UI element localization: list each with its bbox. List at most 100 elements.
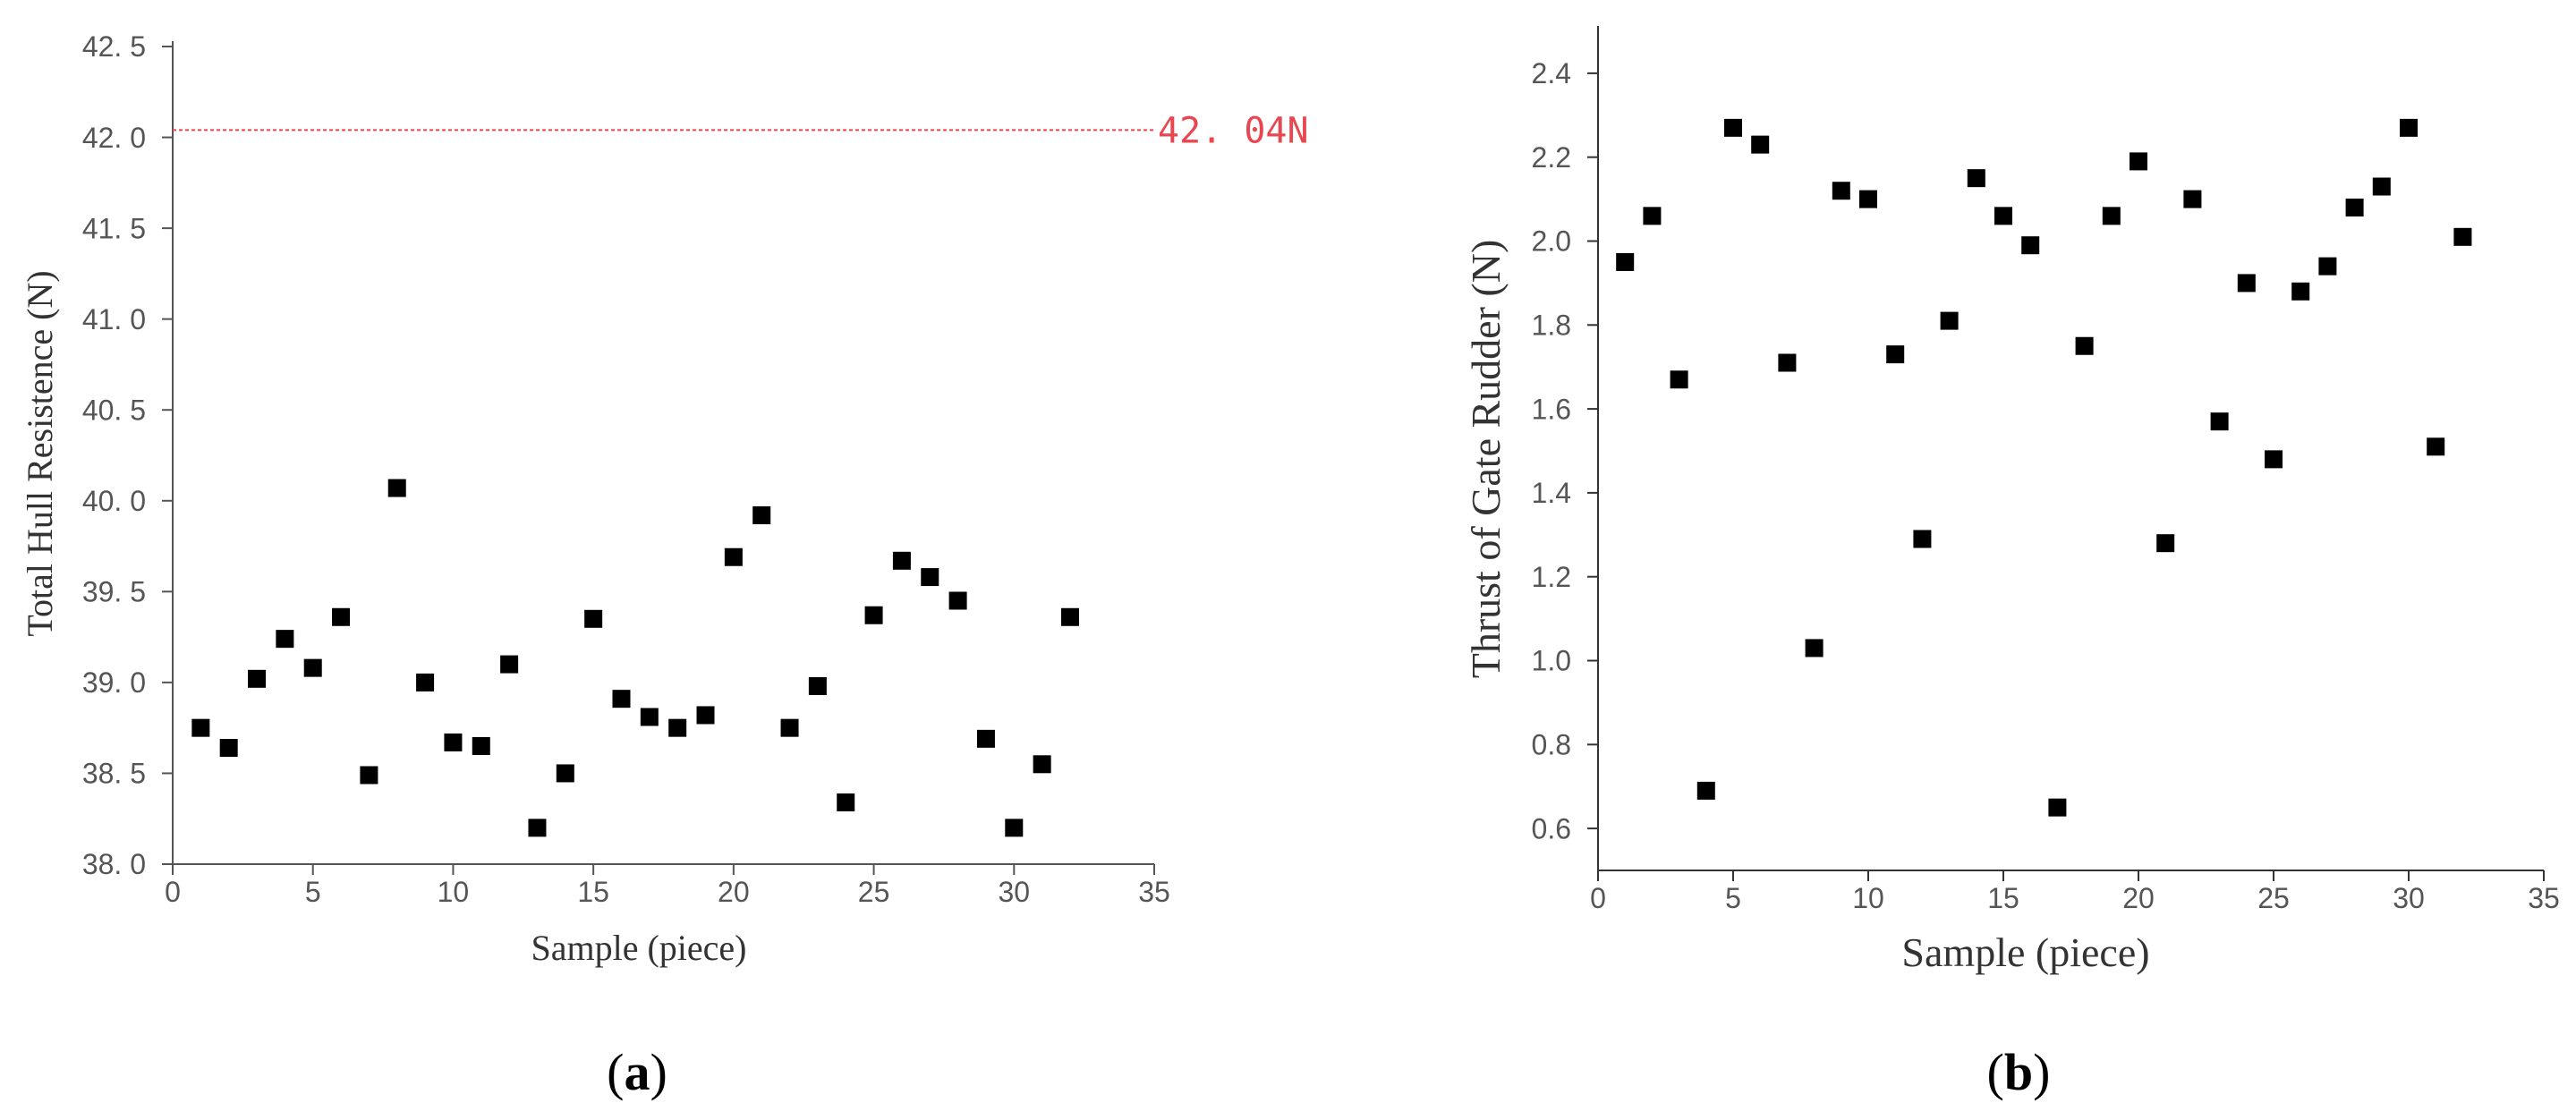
panel-b-y-axis-label: Thrust of Gate Rudder (N): [1463, 240, 1509, 679]
panel-b-x-axis-label: Sample (piece): [1901, 929, 2149, 975]
data-point: [219, 739, 238, 758]
x-tick-label: 0: [1590, 882, 1606, 914]
y-tick-label: 42. 5: [82, 30, 146, 63]
data-point: [556, 764, 574, 783]
data-point: [837, 793, 855, 811]
data-point: [752, 506, 771, 525]
data-point: [584, 609, 603, 628]
data-point: [948, 591, 967, 610]
data-point: [303, 658, 322, 677]
panel-a-ticks: 0 5 10 15 20 25 30 35 38. 0 38. 5 39. 0 39. 5 40. 0 4…: [82, 30, 1170, 908]
data-point: [2102, 207, 2121, 225]
panel-b-points: [1616, 118, 2472, 817]
data-point: [1724, 118, 1742, 137]
data-point: [2265, 450, 2283, 469]
chart-panel-b: 0 5 10 15 20 25 30 35 0.6 0.8 1.0 1.2 1.4 1.6 1.8 2.0 2.…: [1463, 26, 2560, 1101]
data-point: [500, 655, 519, 674]
y-tick-label: 1.6: [1532, 393, 1571, 425]
data-point: [528, 819, 547, 837]
x-tick-label: 20: [2122, 882, 2155, 914]
chart-panel-a: 0 5 10 15 20 25 30 35 38. 0 38. 5 39. 0 39. 5 40. 0 4…: [20, 30, 1309, 1101]
data-point: [1940, 311, 1959, 330]
y-tick-label: 39. 5: [82, 576, 146, 608]
data-point: [1967, 169, 1985, 188]
x-tick-label: 35: [1138, 876, 1170, 908]
y-tick-label: 1.2: [1532, 561, 1571, 593]
panel-b-caption-letter: b: [2004, 1043, 2033, 1101]
data-point: [640, 708, 659, 726]
x-tick-label: 25: [858, 876, 890, 908]
x-tick-label: 10: [1852, 882, 1884, 914]
data-point: [1616, 252, 1635, 271]
x-tick-label: 15: [577, 876, 609, 908]
data-point: [696, 706, 715, 725]
data-point: [921, 568, 939, 587]
data-point: [1751, 135, 1770, 154]
panel-a-caption-letter: a: [625, 1043, 650, 1101]
y-tick-label: 41. 5: [82, 212, 146, 244]
data-point: [780, 718, 799, 737]
data-point: [724, 547, 743, 566]
x-tick-label: 5: [305, 876, 321, 908]
x-tick-label: 20: [718, 876, 750, 908]
data-point: [2453, 227, 2472, 246]
panel-a-caption: (a): [607, 1043, 667, 1101]
data-point: [191, 718, 210, 737]
data-point: [1832, 182, 1850, 200]
data-point: [1670, 370, 1688, 389]
data-point: [1913, 530, 1932, 548]
y-tick-label: 38. 0: [82, 848, 146, 880]
data-point: [1859, 190, 1877, 208]
x-tick-label: 10: [438, 876, 470, 908]
panel-b-axes: [1597, 26, 2544, 871]
panel-a-y-axis-label: Total Hull Resistence (N): [20, 270, 60, 636]
panel-b-ticks: 0 5 10 15 20 25 30 35 0.6 0.8 1.0 1.2 1.4 1.6 1.8 2.0 2.…: [1532, 57, 2560, 914]
x-tick-label: 25: [2257, 882, 2290, 914]
y-tick-label: 1.8: [1532, 310, 1571, 342]
data-point: [2130, 152, 2147, 171]
data-point: [808, 676, 827, 695]
x-tick-label: 15: [1987, 882, 2019, 914]
data-point: [2400, 118, 2418, 137]
reference-line-label: 42. 04N: [1158, 110, 1309, 151]
data-point: [1994, 207, 2012, 225]
y-tick-label: 40. 5: [82, 394, 146, 426]
data-point: [387, 479, 406, 497]
data-point: [976, 729, 995, 748]
data-point: [2048, 798, 2067, 817]
panel-a-points: [191, 479, 1079, 837]
y-tick-label: 1.0: [1532, 645, 1571, 677]
data-point: [864, 606, 883, 624]
panel-b-caption: (b): [1987, 1043, 2051, 1101]
data-point: [1805, 639, 1824, 658]
data-point: [2156, 534, 2175, 553]
y-tick-label: 2.2: [1532, 141, 1571, 174]
data-point: [248, 669, 267, 688]
data-point: [2021, 236, 2040, 255]
data-point: [2237, 274, 2256, 293]
data-point: [612, 690, 631, 708]
y-tick-label: 1.4: [1532, 477, 1571, 509]
data-point: [2183, 190, 2202, 208]
data-point: [2372, 177, 2391, 196]
data-point: [1005, 819, 1024, 837]
y-tick-label: 38. 5: [82, 758, 146, 790]
data-point: [360, 766, 378, 785]
data-point: [2210, 412, 2229, 431]
data-point: [332, 607, 351, 626]
data-point: [1033, 755, 1051, 774]
data-point: [1886, 345, 1905, 364]
data-point: [1643, 207, 1662, 225]
data-point: [2345, 198, 2364, 216]
panel-a-reference-line-group: 42. 04N: [173, 110, 1309, 151]
data-point: [276, 630, 294, 649]
x-tick-label: 0: [165, 876, 181, 908]
data-point: [668, 718, 687, 737]
y-tick-label: 42. 0: [82, 122, 146, 154]
y-tick-label: 40. 0: [82, 485, 146, 517]
data-point: [1696, 781, 1715, 800]
data-point: [1060, 607, 1079, 626]
data-point: [2318, 257, 2337, 276]
x-tick-label: 5: [1725, 882, 1741, 914]
